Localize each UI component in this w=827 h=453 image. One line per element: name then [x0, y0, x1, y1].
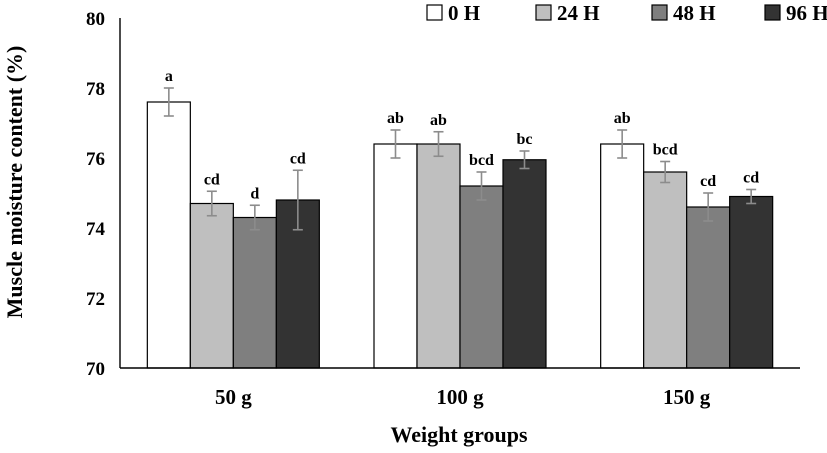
- significance-letter: a: [165, 68, 173, 85]
- y-tick-label: 78: [86, 79, 105, 100]
- legend-label: 48 H: [673, 1, 716, 25]
- bars-group: [146, 101, 774, 369]
- y-axis-title: Muscle moisture content (%): [2, 46, 27, 319]
- x-axis-title: Weight groups: [390, 422, 528, 447]
- bar-24h-2: [643, 171, 688, 369]
- y-tick-label: 80: [86, 9, 105, 30]
- significance-letter: bcd: [469, 152, 494, 169]
- bar-96h-1: [502, 159, 547, 369]
- category-labels: 50 g 100 g 150 g: [215, 385, 711, 409]
- significance-letter: ab: [387, 110, 404, 127]
- x-category-label: 150 g: [663, 385, 711, 409]
- legend-label: 96 H: [786, 1, 827, 25]
- significance-letter: cd: [700, 173, 716, 190]
- significance-letter: d: [250, 185, 259, 202]
- legend-label: 0 H: [448, 1, 480, 25]
- axes-group: [119, 18, 800, 369]
- legend-label: 24 H: [557, 1, 600, 25]
- x-category-label: 50 g: [215, 385, 252, 409]
- significance-letter: cd: [290, 150, 306, 167]
- legend-swatch-0h: [426, 4, 443, 21]
- x-category-label: 100 g: [436, 385, 484, 409]
- bar-48h-0: [232, 216, 277, 369]
- significance-letter: bc: [517, 131, 533, 148]
- significance-letter: cd: [204, 171, 220, 188]
- bar-0h-0: [146, 101, 191, 369]
- significance-letters-group: a cd d cd ab ab bcd bc ab bcd cd cd: [165, 68, 759, 202]
- legend-swatch-48h: [651, 4, 668, 21]
- legend: 0 H 24 H 48 H 96 H: [426, 1, 827, 25]
- error-bars-group: [163, 87, 757, 231]
- y-axis-title-group: Muscle moisture content (%): [2, 46, 27, 319]
- legend-swatch-24h: [535, 4, 552, 21]
- y-tick-label: 70: [86, 359, 105, 380]
- legend-swatch-96h: [764, 4, 781, 21]
- bar-96h-2: [729, 195, 774, 369]
- significance-letter: cd: [743, 170, 759, 187]
- bar-0h-1: [373, 143, 418, 369]
- significance-letter: bcd: [653, 142, 678, 159]
- bar-0h-2: [600, 143, 645, 369]
- y-tick-labels: 70 72 74 76 78 80: [86, 9, 106, 380]
- y-tick-label: 72: [86, 289, 105, 310]
- y-tick-label: 74: [86, 219, 106, 240]
- significance-letter: ab: [430, 112, 447, 129]
- bar-48h-1: [459, 185, 504, 369]
- y-tick-label: 76: [86, 149, 105, 170]
- bar-48h-2: [686, 206, 731, 369]
- bar-24h-1: [416, 143, 461, 369]
- significance-letter: ab: [614, 110, 631, 127]
- bar-24h-0: [189, 202, 234, 369]
